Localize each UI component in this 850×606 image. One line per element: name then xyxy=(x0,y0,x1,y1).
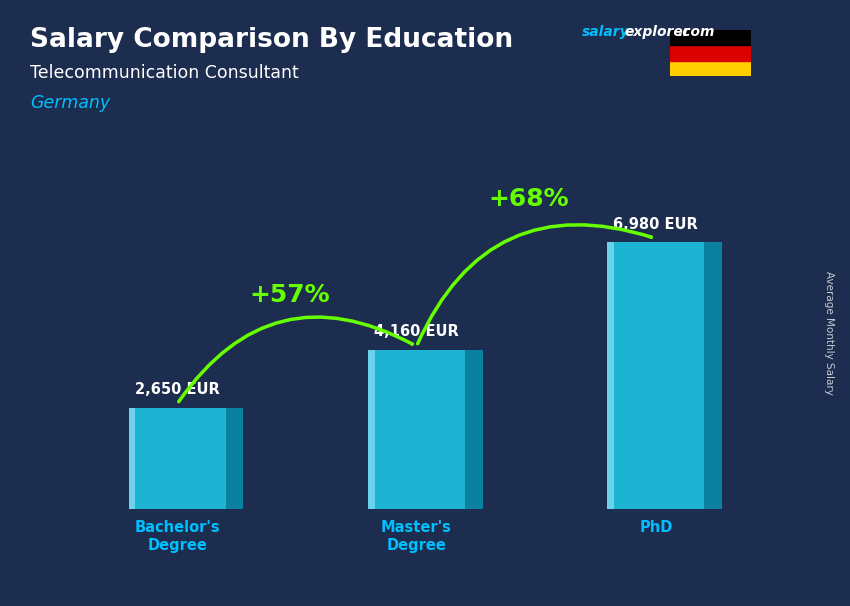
Text: Telecommunication Consultant: Telecommunication Consultant xyxy=(30,64,298,82)
Bar xyxy=(128,408,226,509)
Bar xyxy=(670,45,751,61)
Text: Average Monthly Salary: Average Monthly Salary xyxy=(824,271,834,395)
Text: 6,980 EUR: 6,980 EUR xyxy=(614,218,698,233)
Bar xyxy=(670,30,751,45)
Text: 2,650 EUR: 2,650 EUR xyxy=(135,382,219,397)
Bar xyxy=(607,242,705,509)
Text: +68%: +68% xyxy=(489,187,569,211)
Text: salary: salary xyxy=(582,25,630,39)
Bar xyxy=(226,408,243,509)
Text: Salary Comparison By Education: Salary Comparison By Education xyxy=(30,27,513,53)
Text: 4,160 EUR: 4,160 EUR xyxy=(374,324,459,339)
Bar xyxy=(607,242,614,509)
Bar xyxy=(128,408,135,509)
Bar xyxy=(705,242,722,509)
Text: +57%: +57% xyxy=(249,282,330,307)
Text: explorer: explorer xyxy=(625,25,690,39)
Bar xyxy=(368,350,375,509)
Bar xyxy=(670,61,751,76)
Text: .com: .com xyxy=(677,25,715,39)
Bar xyxy=(465,350,483,509)
Text: Germany: Germany xyxy=(30,94,110,112)
Bar xyxy=(368,350,465,509)
